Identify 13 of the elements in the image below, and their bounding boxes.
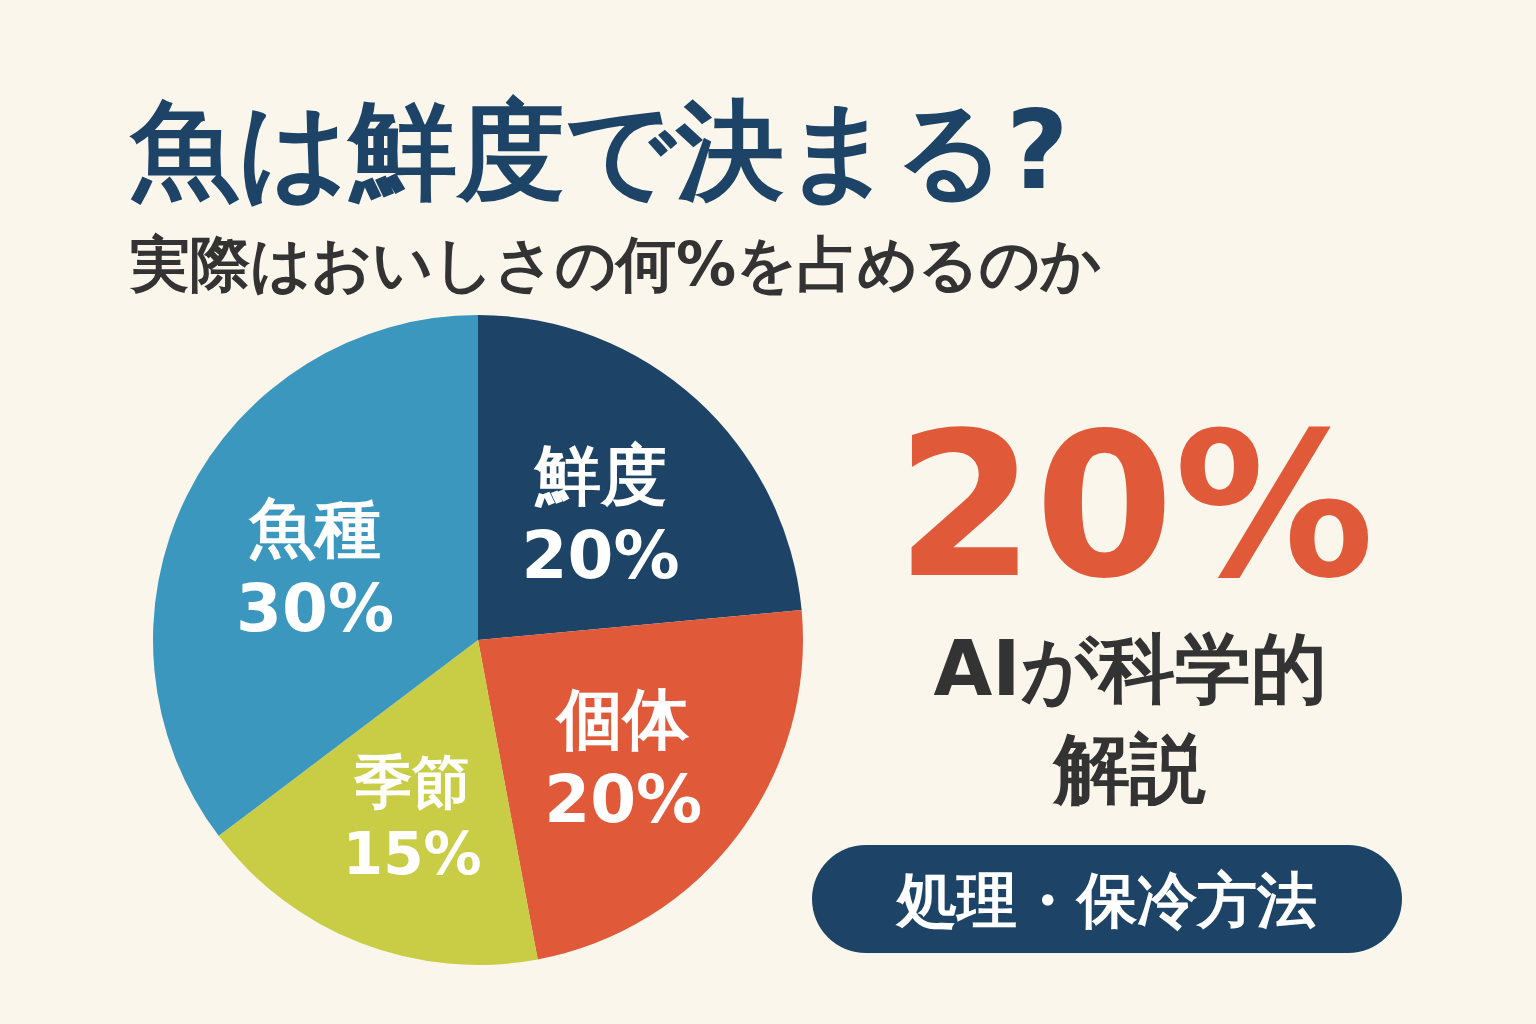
chart-subtitle: 実際はおいしさの何%を占めるのか	[129, 229, 1102, 299]
text: AIが科学的解説	[933, 624, 1327, 813]
data-label: 20%	[544, 760, 703, 838]
data-label: 20%	[521, 516, 680, 594]
slice-label: 魚種	[248, 489, 382, 567]
data-label: 30%	[236, 569, 395, 647]
chart-title: 魚は鮮度で決まる?	[129, 88, 1069, 213]
text: 20%	[895, 389, 1375, 622]
data-label: 15%	[342, 819, 482, 888]
text: 処理・保冷方法	[895, 865, 1317, 935]
slice-label: 鮮度	[532, 436, 667, 514]
slice-label: 個体	[555, 680, 691, 758]
slice-label: 季節	[353, 747, 471, 816]
